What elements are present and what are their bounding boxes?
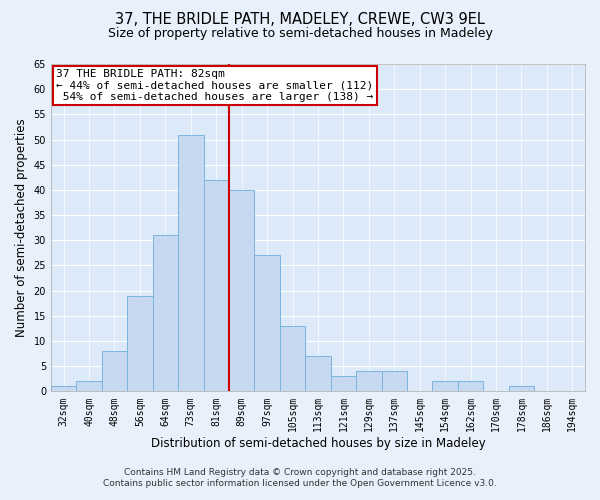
Bar	[331, 376, 356, 392]
Text: 37, THE BRIDLE PATH, MADELEY, CREWE, CW3 9EL: 37, THE BRIDLE PATH, MADELEY, CREWE, CW3…	[115, 12, 485, 28]
Bar	[458, 382, 483, 392]
Y-axis label: Number of semi-detached properties: Number of semi-detached properties	[15, 118, 28, 337]
Bar	[254, 256, 280, 392]
Text: 37 THE BRIDLE PATH: 82sqm
← 44% of semi-detached houses are smaller (112)
 54% o: 37 THE BRIDLE PATH: 82sqm ← 44% of semi-…	[56, 69, 374, 102]
Bar	[51, 386, 76, 392]
Bar	[178, 134, 203, 392]
Bar	[152, 235, 178, 392]
Bar	[229, 190, 254, 392]
Bar	[102, 351, 127, 392]
Bar	[382, 371, 407, 392]
Bar	[127, 296, 152, 392]
Text: Size of property relative to semi-detached houses in Madeley: Size of property relative to semi-detach…	[107, 28, 493, 40]
Bar	[433, 382, 458, 392]
Bar	[356, 371, 382, 392]
Text: Contains HM Land Registry data © Crown copyright and database right 2025.
Contai: Contains HM Land Registry data © Crown c…	[103, 468, 497, 487]
X-axis label: Distribution of semi-detached houses by size in Madeley: Distribution of semi-detached houses by …	[151, 437, 485, 450]
Bar	[509, 386, 534, 392]
Bar	[305, 356, 331, 392]
Bar	[280, 326, 305, 392]
Bar	[203, 180, 229, 392]
Bar	[76, 382, 102, 392]
